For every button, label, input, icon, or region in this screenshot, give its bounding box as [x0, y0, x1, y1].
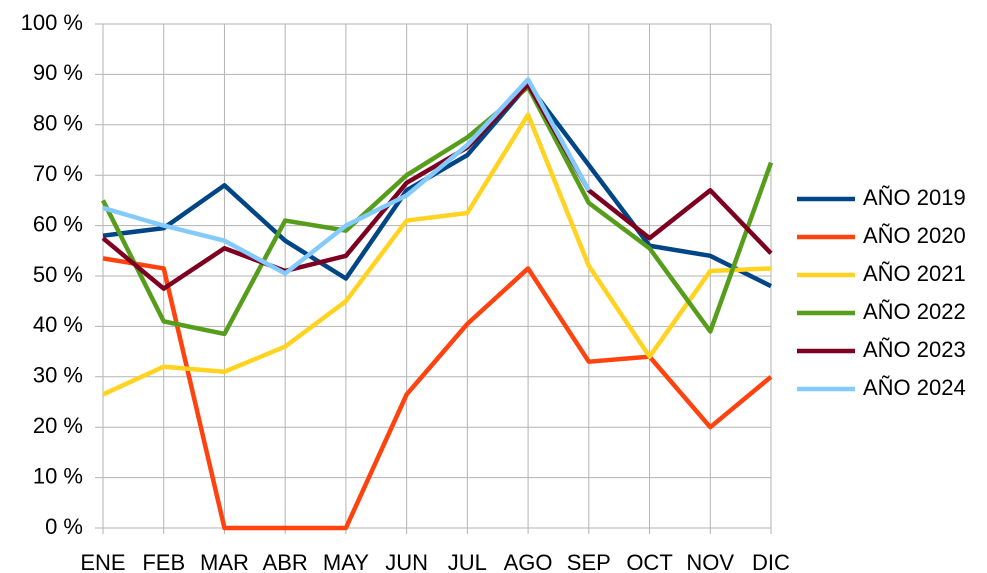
- x-tick-label: AGO: [504, 550, 553, 573]
- x-tick-label: ENE: [80, 550, 125, 573]
- x-tick-label: SEP: [567, 550, 611, 573]
- series-line: [102, 112, 772, 397]
- series-line: [102, 256, 773, 531]
- series-line: [100, 84, 774, 337]
- y-tick-label: 50 %: [33, 262, 83, 287]
- y-tick-label: 0 %: [45, 514, 83, 539]
- y-tick-label: 30 %: [33, 363, 83, 388]
- x-tick-label: FEB: [142, 550, 185, 573]
- legend-label: AÑO 2024: [863, 375, 966, 400]
- series-line: [102, 82, 773, 289]
- y-tick-label: 60 %: [33, 211, 83, 236]
- series-line: [102, 77, 591, 276]
- legend-label: AÑO 2020: [863, 223, 966, 248]
- y-tick-label: 90 %: [33, 60, 83, 85]
- x-tick-label: NOV: [686, 550, 734, 573]
- series-line: [101, 82, 773, 291]
- y-tick-label: 80 %: [33, 111, 83, 136]
- legend-label: AÑO 2019: [863, 185, 966, 210]
- x-tick-label: ABR: [263, 550, 308, 573]
- x-tick-label: MAY: [323, 550, 369, 573]
- legend-label: AÑO 2023: [863, 337, 966, 362]
- x-tick-label: DIC: [752, 550, 790, 573]
- y-tick-label: 40 %: [33, 312, 83, 337]
- x-tick-label: OCT: [626, 550, 672, 573]
- x-tick-label: JUN: [385, 550, 428, 573]
- x-tick-label: JUL: [448, 550, 487, 573]
- legend-label: AÑO 2021: [863, 261, 966, 286]
- x-tick-label: MAR: [200, 550, 249, 573]
- legend-label: AÑO 2022: [863, 299, 966, 324]
- y-tick-label: 20 %: [33, 413, 83, 438]
- y-tick-label: 70 %: [33, 161, 83, 186]
- y-tick-label: 100 %: [21, 10, 83, 35]
- y-tick-label: 10 %: [33, 463, 83, 488]
